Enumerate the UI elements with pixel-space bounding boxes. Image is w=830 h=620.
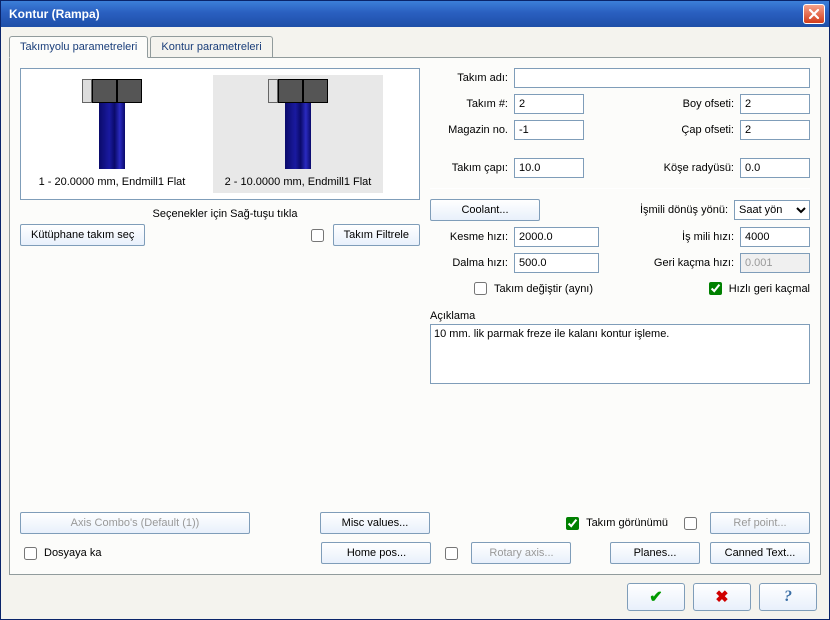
tool-dia-input[interactable]: [514, 158, 584, 178]
plunge-rate-input[interactable]: [514, 253, 599, 273]
params-column: Takım adı: Takım #: Boy ofseti: Magazin …: [430, 68, 810, 502]
corner-rad-input[interactable]: [740, 158, 810, 178]
right-click-hint: Seçenekler için Sağ-tuşu tıkla: [30, 208, 420, 220]
label-tool-no: Takım #:: [430, 98, 508, 110]
axis-combo-button: Axis Combo's (Default (1)): [20, 512, 250, 534]
spindle-dir-select[interactable]: Saat yön: [734, 200, 810, 220]
label-retract-rate: Geri kaçma hızı:: [644, 257, 734, 269]
dialog-window: Kontur (Rampa) Takımyolu parametreleri K…: [0, 0, 830, 620]
label-description: Açıklama: [430, 310, 810, 322]
rotary-enable-checkbox[interactable]: [445, 547, 458, 560]
bottom-rows: Axis Combo's (Default (1)) Misc values..…: [20, 512, 810, 564]
window-title: Kontur (Rampa): [9, 7, 803, 21]
library-tool-select-button[interactable]: Kütüphane takım seç: [20, 224, 145, 246]
tab-row: Takımyolu parametreleri Kontur parametre…: [9, 35, 821, 57]
label-tool-change-same: Takım değiştir (aynı): [494, 283, 593, 295]
below-tools-row: Seçenekler için Sağ-tuşu tıkla: [20, 208, 420, 220]
tool-item-2[interactable]: 2 - 10.0000 mm, Endmill1 Flat: [213, 75, 383, 193]
to-file-checkbox[interactable]: Dosyaya ka: [20, 544, 101, 563]
label-tool-name: Takım adı:: [430, 72, 508, 84]
tab-toolpath-params[interactable]: Takımyolu parametreleri: [9, 36, 148, 58]
label-spindle-speed: İş mili hızı:: [644, 231, 734, 243]
content-area: Takımyolu parametreleri Kontur parametre…: [1, 27, 829, 619]
retract-rate-input: [740, 253, 810, 273]
cancel-button[interactable]: ✖: [693, 583, 751, 611]
label-spindle-dir: İşmili dönüş yönü:: [640, 204, 728, 216]
label-corner-rad: Köşe radyüsü:: [644, 162, 734, 174]
upper-area: 1 - 20.0000 mm, Endmill1 Flat 2 - 10.000…: [20, 68, 810, 502]
close-button[interactable]: [803, 4, 825, 24]
tool-label: 2 - 10.0000 mm, Endmill1 Flat: [217, 175, 379, 189]
tab-panel: 1 - 20.0000 mm, Endmill1 Flat 2 - 10.000…: [9, 57, 821, 575]
help-button[interactable]: ?: [759, 583, 817, 611]
tool-label: 1 - 20.0000 mm, Endmill1 Flat: [31, 175, 193, 189]
endmill-icon: [268, 79, 328, 169]
tool-display-checkbox[interactable]: Takım görünümü: [562, 514, 668, 533]
label-len-offset: Boy ofseti:: [644, 98, 734, 110]
rapid-retract-checkbox[interactable]: Hızlı geri kaçmal: [705, 279, 810, 298]
tool-item-1[interactable]: 1 - 20.0000 mm, Endmill1 Flat: [27, 75, 197, 193]
label-feed-rate: Kesme hızı:: [430, 231, 508, 243]
tool-change-same-checkbox[interactable]: Takım değiştir (aynı): [470, 279, 593, 298]
label-tool-display: Takım görünümü: [586, 517, 668, 529]
ref-point-enable-checkbox[interactable]: [684, 517, 697, 530]
dialog-buttons: ✔ ✖ ?: [9, 575, 821, 611]
separator: [430, 188, 810, 189]
library-filter-row: Kütüphane takım seç Takım Filtrele: [20, 224, 420, 246]
rotary-axis-button: Rotary axis...: [471, 542, 571, 564]
label-rapid-retract: Hızlı geri kaçmal: [729, 283, 810, 295]
titlebar: Kontur (Rampa): [1, 1, 829, 27]
magazine-input[interactable]: [514, 120, 584, 140]
tab-contour-params[interactable]: Kontur parametreleri: [150, 36, 272, 57]
label-plunge-rate: Dalma hızı:: [430, 257, 508, 269]
canned-text-button[interactable]: Canned Text...: [710, 542, 810, 564]
label-magazine: Magazin no.: [430, 124, 508, 136]
tool-no-input[interactable]: [514, 94, 584, 114]
x-icon: ✖: [715, 587, 728, 607]
ok-button[interactable]: ✔: [627, 583, 685, 611]
home-pos-button[interactable]: Home pos...: [321, 542, 431, 564]
question-icon: ?: [784, 588, 792, 606]
tool-list[interactable]: 1 - 20.0000 mm, Endmill1 Flat 2 - 10.000…: [20, 68, 420, 200]
tool-filter-button[interactable]: Takım Filtrele: [333, 224, 420, 246]
tool-name-input[interactable]: [514, 68, 810, 88]
spindle-speed-input[interactable]: [740, 227, 810, 247]
coolant-button[interactable]: Coolant...: [430, 199, 540, 221]
description-textarea[interactable]: [430, 324, 810, 384]
ref-point-button: Ref point...: [710, 512, 810, 534]
feed-rate-input[interactable]: [514, 227, 599, 247]
endmill-icon: [82, 79, 142, 169]
planes-button[interactable]: Planes...: [610, 542, 700, 564]
dia-offset-input[interactable]: [740, 120, 810, 140]
close-icon: [808, 8, 820, 20]
label-to-file: Dosyaya ka: [44, 547, 101, 559]
check-icon: ✔: [649, 587, 662, 607]
filter-checkbox[interactable]: [311, 229, 324, 242]
label-tool-dia: Takım çapı:: [430, 162, 508, 174]
len-offset-input[interactable]: [740, 94, 810, 114]
label-dia-offset: Çap ofseti:: [644, 124, 734, 136]
misc-values-button[interactable]: Misc values...: [320, 512, 430, 534]
